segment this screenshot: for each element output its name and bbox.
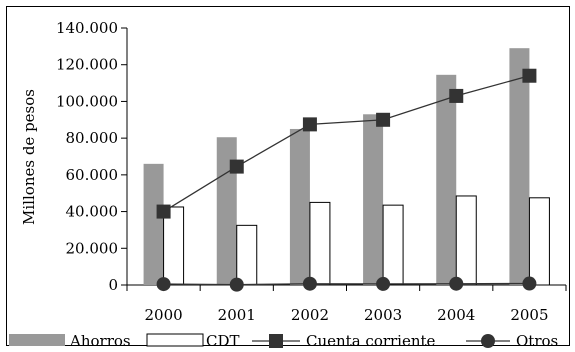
point-cuenta-corriente [449, 88, 464, 103]
line-cuenta-corriente [163, 75, 530, 213]
bar-ahorros [436, 74, 457, 285]
bars [143, 48, 550, 286]
point-otros [522, 276, 537, 291]
legend-swatch-cdt [146, 333, 204, 347]
y-tick-label: 40.000 [66, 203, 119, 221]
lines [156, 68, 537, 292]
bar-ahorros [216, 137, 237, 285]
x-tick-label: 2002 [291, 306, 329, 324]
point-cuenta-corriente [156, 204, 171, 219]
bar-cdt [382, 204, 404, 286]
legend-marker-otros [481, 334, 495, 348]
bar-cdt [309, 201, 331, 286]
bar-cdt [236, 224, 258, 286]
point-cuenta-corriente [522, 68, 537, 83]
x-tick-label: 2005 [510, 306, 548, 324]
x-tick-label: 2004 [437, 306, 475, 324]
x-tick-label: 2000 [144, 306, 182, 324]
y-axis-title: Millones de pesos [20, 89, 38, 225]
point-cuenta-corriente [229, 159, 244, 174]
y-tick-label: 80.000 [66, 129, 119, 147]
bar-cdt [455, 195, 477, 286]
legend-swatch-ahorros [9, 334, 65, 346]
point-otros [302, 276, 317, 291]
y-axis: 0 20.000 40.000 60.000 80.000 100.000 120.000 1… [56, 19, 128, 294]
point-otros [229, 277, 244, 292]
bar-ahorros [143, 163, 164, 285]
legend-label-cuenta-corriente: Cuenta corriente [306, 332, 436, 350]
point-cuenta-corriente [302, 117, 317, 132]
point-cuenta-corriente [376, 112, 391, 127]
y-tick-label: 60.000 [66, 166, 119, 184]
chart-frame [6, 6, 570, 346]
point-otros [376, 276, 391, 291]
y-tick-label: 120.000 [56, 56, 118, 74]
x-tick-label: 2001 [218, 306, 256, 324]
bar-ahorros [289, 128, 310, 285]
legend: Ahorros CDT Cuenta corriente Otros [9, 332, 558, 350]
y-tick-label: 0 [108, 276, 118, 294]
x-tick-label: 2003 [364, 306, 402, 324]
bar-ahorros [363, 114, 384, 286]
point-otros [156, 277, 171, 292]
y-tick-label: 100.000 [56, 92, 118, 110]
point-otros [449, 276, 464, 291]
legend-label-otros: Otros [516, 332, 558, 350]
bar-ahorros [509, 48, 530, 285]
bar-cdt [163, 206, 185, 286]
legend-label-ahorros: Ahorros [69, 332, 131, 350]
y-tick-label: 20.000 [66, 239, 119, 257]
bar-cdt [528, 197, 550, 286]
legend-label-cdt: CDT [206, 332, 240, 350]
line-otros [163, 282, 530, 286]
y-tick-label: 140.000 [56, 19, 118, 37]
x-axis: 2000 2001 2002 2003 2004 2005 [126, 284, 567, 324]
legend-marker-cuenta-corriente [269, 334, 283, 348]
